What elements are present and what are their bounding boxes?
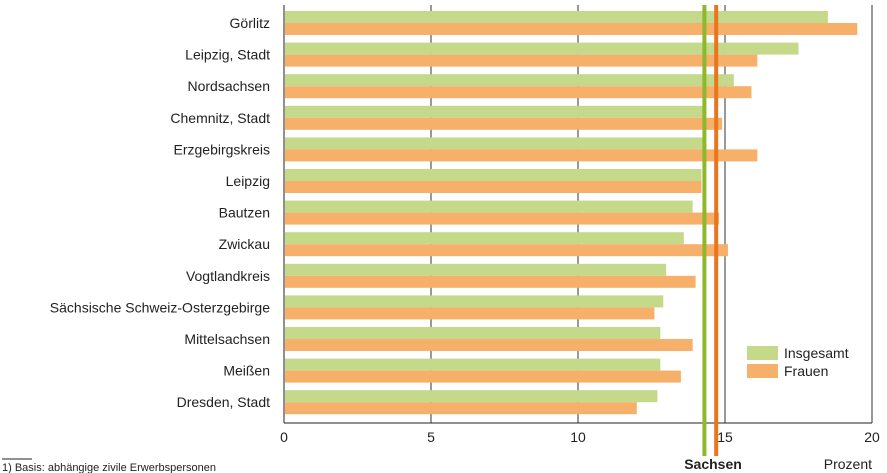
bar-insgesamt	[285, 200, 693, 213]
footnote: 1) Basis: abhängige zivile Erwerbsperson…	[2, 462, 216, 473]
category-label: Erzgebirgskreis	[174, 141, 270, 157]
category-labels: Görlitz Leipzig, Stadt Nordsachsen Chemnitz…	[50, 15, 270, 410]
bar-insgesamt	[285, 263, 667, 276]
x-tick-label: 10	[570, 429, 586, 445]
bar-frauen	[285, 212, 720, 225]
legend-label-insgesamt: Insgesamt	[784, 345, 849, 361]
category-label: Bautzen	[219, 205, 270, 221]
x-tick-label: 15	[717, 429, 733, 445]
reference-lines	[702, 5, 719, 456]
category-label: Nordsachsen	[188, 78, 271, 94]
bar-frauen	[285, 275, 696, 288]
bar-insgesamt	[285, 137, 705, 150]
bar-insgesamt	[285, 327, 661, 339]
category-label: Leipzig	[226, 173, 270, 189]
bar-frauen	[285, 117, 723, 130]
bars	[285, 11, 858, 415]
bar-frauen	[285, 23, 858, 35]
bar-frauen	[285, 181, 702, 193]
category-label: Görlitz	[230, 15, 270, 31]
bar-frauen	[285, 339, 693, 351]
category-label: Dresden, Stadt	[177, 394, 270, 410]
bar-insgesamt	[285, 232, 684, 245]
bar-frauen	[285, 149, 758, 162]
category-label: Leipzig, Stadt	[185, 47, 270, 63]
category-label: Meißen	[223, 363, 270, 379]
category-label: Mittelsachsen	[184, 331, 270, 347]
x-tick-label: 5	[427, 429, 435, 445]
bar-frauen	[285, 54, 758, 67]
bar-insgesamt	[285, 169, 702, 181]
bar-frauen	[285, 402, 637, 415]
bar-frauen	[285, 370, 681, 383]
bar-insgesamt	[285, 74, 734, 87]
reference-label: Sachsen	[684, 456, 742, 472]
bar-insgesamt	[285, 11, 828, 23]
bar-insgesamt	[285, 42, 799, 55]
category-label: Zwickau	[219, 236, 270, 252]
bar-insgesamt	[285, 105, 705, 118]
legend-swatch-frauen	[747, 364, 778, 378]
bar-frauen	[285, 86, 752, 99]
x-tick-label: 0	[280, 429, 288, 445]
bar-insgesamt	[285, 358, 661, 371]
category-label: Vogtlandkreis	[186, 268, 270, 284]
legend: Insgesamt Frauen	[747, 345, 849, 379]
category-label: Sächsische Schweiz-Osterzgebirge	[50, 299, 270, 315]
category-label: Chemnitz, Stadt	[170, 110, 270, 126]
legend-label-frauen: Frauen	[784, 363, 828, 379]
legend-swatch-insgesamt	[747, 346, 778, 360]
x-axis-unit: Prozent	[824, 456, 872, 472]
x-tick-label: 20	[864, 429, 880, 445]
bar-frauen	[285, 244, 728, 257]
bar-insgesamt	[285, 295, 664, 308]
x-axis-ticks: 0 5 10 15 20	[280, 429, 880, 445]
bar-frauen	[285, 307, 655, 320]
bar-insgesamt	[285, 390, 658, 403]
